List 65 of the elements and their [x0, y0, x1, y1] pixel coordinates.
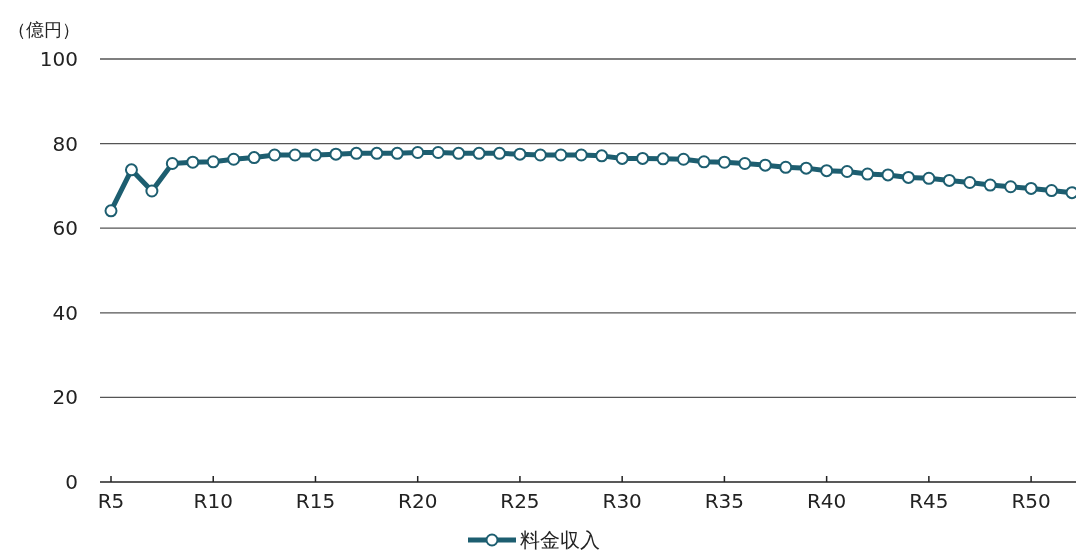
point — [247, 151, 261, 165]
y-tick-label: 60 — [52, 216, 78, 241]
point — [779, 160, 793, 174]
point — [758, 158, 772, 172]
point — [922, 171, 936, 185]
point — [1045, 184, 1059, 198]
point — [227, 152, 241, 166]
x-tick-label: R40 — [806, 489, 847, 513]
x-tick-label: R30 — [602, 489, 642, 513]
point — [697, 155, 711, 169]
point — [963, 176, 977, 190]
point — [513, 147, 527, 161]
point — [1024, 181, 1038, 195]
y-tick-label: 100 — [39, 47, 78, 71]
point — [1004, 180, 1018, 194]
x-tick-label: R50 — [1011, 489, 1051, 513]
point — [820, 164, 834, 178]
point — [799, 161, 813, 175]
point — [431, 145, 445, 159]
x-tick-label: R20 — [398, 489, 438, 513]
y-tick-label: 40 — [52, 300, 78, 325]
point — [615, 151, 629, 165]
point — [104, 204, 118, 218]
point — [145, 184, 159, 198]
x-tick-label: R5 — [97, 489, 125, 513]
legend-label: 料金収入 — [520, 528, 600, 552]
x-tick-label: R45 — [909, 489, 949, 513]
point — [186, 155, 200, 169]
point — [717, 155, 731, 169]
x-tick-label: R15 — [295, 489, 336, 513]
y-tick-label: 0 — [65, 470, 78, 494]
point — [452, 146, 466, 160]
point — [554, 148, 568, 162]
point — [881, 168, 895, 182]
point — [636, 151, 650, 165]
y-axis-title: （億円） — [8, 19, 80, 40]
point — [656, 152, 670, 166]
point — [861, 167, 875, 181]
x-tick-label: R10 — [193, 489, 233, 513]
point — [124, 163, 138, 177]
point — [268, 148, 282, 162]
point — [738, 156, 752, 170]
point — [942, 173, 956, 187]
point — [165, 156, 179, 170]
point — [349, 146, 363, 160]
point — [840, 165, 854, 179]
x-tick-label: R35 — [704, 489, 745, 513]
point — [595, 149, 609, 163]
point — [901, 170, 915, 184]
point — [390, 146, 404, 160]
point — [533, 148, 547, 162]
y-tick-label: 20 — [52, 385, 78, 410]
point — [411, 145, 425, 159]
point — [288, 148, 302, 162]
point — [574, 148, 588, 162]
point — [329, 147, 343, 161]
point — [308, 148, 322, 162]
point — [370, 146, 384, 160]
point — [472, 146, 486, 160]
x-tick-label: R25 — [500, 489, 540, 513]
y-tick-label: 80 — [52, 131, 78, 156]
point — [492, 146, 506, 160]
point — [983, 178, 997, 192]
point — [206, 155, 220, 169]
point — [677, 152, 691, 166]
